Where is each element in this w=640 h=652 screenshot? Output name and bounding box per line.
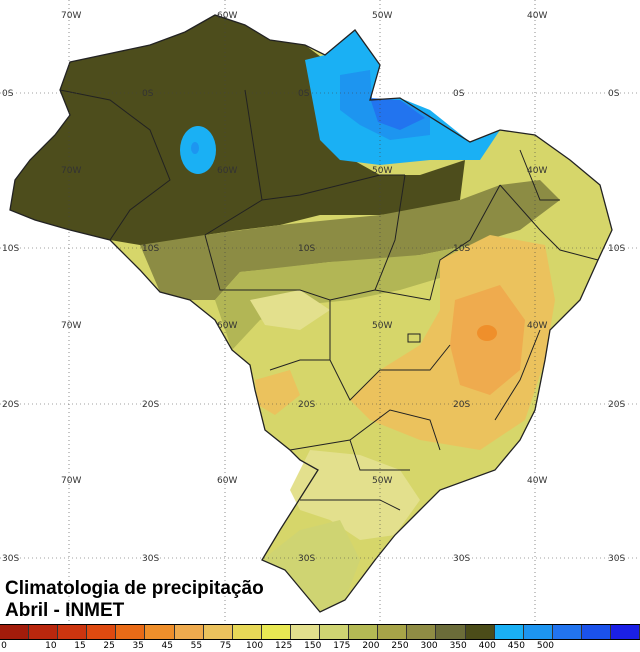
legend-tick-label: 300: [420, 641, 438, 651]
legend-swatch: [378, 625, 408, 639]
lon-label: 70W: [61, 321, 81, 331]
legend-swatch: [349, 625, 379, 639]
lat-label: 20S: [608, 400, 625, 410]
grid-labels: 70W 60W 50W 40W 70W 60W 50W 40W 70W 60W …: [2, 11, 625, 564]
lat-label: 20S: [2, 400, 19, 410]
legend-tick-label: 35: [132, 641, 144, 651]
south-pale: [290, 450, 420, 540]
lat-label: 0S: [2, 89, 14, 99]
precipitation-map: 70W 60W 50W 40W 70W 60W 50W 40W 70W 60W …: [0, 0, 640, 622]
lon-label: 50W: [372, 166, 392, 176]
lon-label: 40W: [527, 321, 547, 331]
lon-label: 60W: [217, 476, 237, 486]
lat-label: 30S: [142, 554, 159, 564]
legend-tick-label: 0: [1, 641, 7, 651]
lon-label: 50W: [372, 321, 392, 331]
far-south: [262, 520, 360, 612]
legend-tick-label: 75: [219, 641, 232, 651]
legend-swatch: [203, 625, 233, 639]
legend-swatch: [0, 625, 30, 639]
lon-label: 40W: [527, 476, 547, 486]
legend-tick-label: 175: [333, 641, 351, 651]
legend-tick-label: 15: [74, 641, 86, 651]
transition-band: [140, 180, 560, 300]
caption-title: Climatologia de precipitação: [5, 578, 264, 599]
caption-subtitle: Abril - INMET: [5, 600, 125, 621]
legend-swatch: [87, 625, 117, 639]
lat-label: 30S: [453, 554, 470, 564]
amazon-dark: [10, 15, 465, 245]
lat-label: 0S: [142, 89, 154, 99]
lon-label: 70W: [61, 476, 81, 486]
legend-swatch: [320, 625, 350, 639]
grid-lines: [0, 0, 640, 622]
legend-tick-label: 100: [245, 641, 264, 651]
legend-tick-label: 200: [362, 641, 380, 651]
lat-label: 30S: [2, 554, 19, 564]
legend-swatch: [494, 625, 524, 639]
lon-label: 70W: [61, 11, 81, 21]
legend-tick-label: 350: [449, 641, 467, 651]
lat-label: 20S: [453, 400, 470, 410]
lat-label: 0S: [608, 89, 620, 99]
federal-district: [407, 333, 421, 343]
lat-label: 20S: [298, 400, 315, 410]
lat-label: 30S: [608, 554, 625, 564]
lat-label: 10S: [298, 244, 315, 254]
pale-patch: [250, 290, 330, 330]
lat-label: 10S: [608, 244, 625, 254]
lon-label: 70W: [61, 166, 81, 176]
max-spot: [477, 325, 497, 341]
lon-label: 50W: [372, 476, 392, 486]
lon-label: 40W: [527, 11, 547, 21]
legend-bar: [0, 624, 640, 640]
legend-tick-label: 400: [478, 641, 496, 651]
legend-tick-label: 25: [103, 641, 115, 651]
legend-swatch: [610, 625, 640, 639]
legend-ticks: 0 10 15 25 35 45 55 75 100 125 150 175 200 250 300 350 4…: [0, 640, 640, 652]
legend-swatch: [523, 625, 553, 639]
coast-blue: [305, 30, 500, 165]
legend-tick-label: 55: [190, 641, 203, 651]
legend-tick-label: 125: [275, 641, 293, 651]
legend-swatch: [232, 625, 262, 639]
lat-label: 20S: [142, 400, 159, 410]
lon-label: 40W: [527, 166, 547, 176]
legend-swatch: [552, 625, 582, 639]
legend-swatch: [145, 625, 175, 639]
lat-label: 10S: [2, 244, 19, 254]
map-caption: Climatologia de precipitação Abril - INM…: [5, 578, 264, 622]
legend-swatch: [29, 625, 59, 639]
legend-swatch: [58, 625, 88, 639]
lat-label: 0S: [298, 89, 310, 99]
legend-swatch: [465, 625, 495, 639]
legend-tick-label: 45: [161, 641, 173, 651]
legend-tick-label: 450: [507, 641, 525, 651]
legend-swatch: [116, 625, 146, 639]
lat-label: 30S: [298, 554, 315, 564]
lat-label: 10S: [453, 244, 470, 254]
lon-label: 60W: [217, 166, 237, 176]
lon-label: 60W: [217, 11, 237, 21]
legend-swatch: [174, 625, 204, 639]
lon-label: 60W: [217, 321, 237, 331]
legend-tick-label: 150: [304, 641, 322, 651]
legend-swatch: [436, 625, 466, 639]
legend-swatch: [261, 625, 291, 639]
lat-label: 0S: [453, 89, 465, 99]
legend-tick-label: 500: [536, 641, 555, 651]
legend-swatch: [290, 625, 321, 639]
legend-tick-label: 250: [391, 641, 409, 651]
lon-label: 50W: [372, 11, 392, 21]
coast-blue-core: [370, 98, 425, 130]
legend-swatch: [581, 625, 611, 639]
lat-label: 10S: [142, 244, 159, 254]
color-legend: 0 10 15 25 35 45 55 75 100 125 150 175 200 250 300 350 4…: [0, 624, 640, 652]
legend-tick-label: 10: [45, 641, 57, 651]
state-borders: [9, 14, 613, 613]
legend-swatch: [407, 625, 437, 639]
